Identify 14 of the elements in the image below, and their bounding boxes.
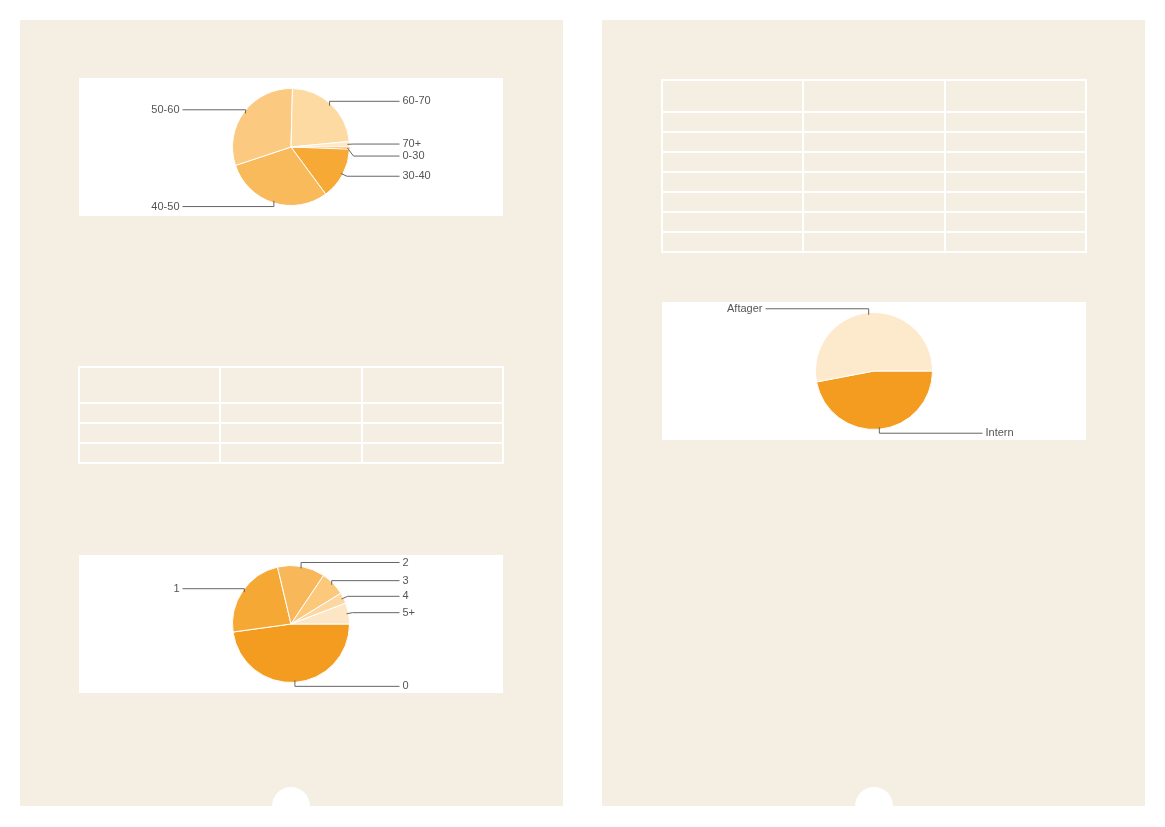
slice-label: 40-50 <box>151 199 180 212</box>
slice-label: Intern <box>985 426 1014 439</box>
slice-label: 0 <box>402 679 409 692</box>
slice-label: 1 <box>173 581 180 594</box>
slice-label: 50-60 <box>151 102 180 115</box>
slice-label: Aftager <box>727 301 763 314</box>
slice-label: 4 <box>402 589 409 602</box>
slice-label: 3 <box>402 573 409 586</box>
slice-label: 0-30 <box>402 149 425 162</box>
slice-label: 2 <box>402 555 409 568</box>
slice-label: 5+ <box>402 605 416 618</box>
slice-label: 70+ <box>402 137 422 150</box>
slice-label: 60-70 <box>402 94 431 107</box>
slice-label: 30-40 <box>402 169 431 182</box>
